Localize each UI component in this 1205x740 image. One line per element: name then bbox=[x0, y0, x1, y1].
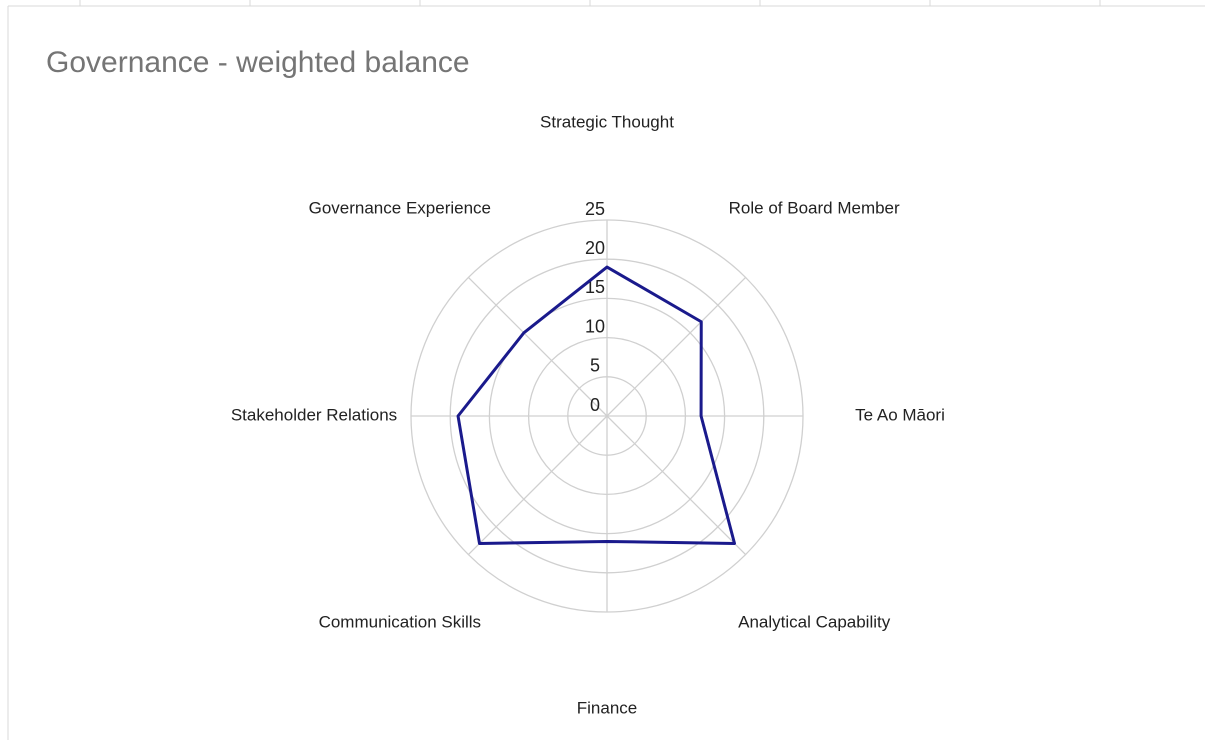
category-label: Role of Board Member bbox=[729, 198, 900, 217]
r-tick-label: 25 bbox=[585, 199, 605, 219]
spoke bbox=[467, 415, 608, 556]
r-tick-label: 5 bbox=[590, 356, 600, 376]
r-tick-label: 20 bbox=[585, 238, 605, 258]
category-label: Finance bbox=[577, 698, 637, 717]
category-label: Analytical Capability bbox=[738, 613, 891, 632]
spoke bbox=[606, 276, 747, 417]
chart-title: Governance - weighted balance bbox=[46, 46, 470, 79]
category-label: Governance Experience bbox=[309, 198, 491, 217]
spoke bbox=[467, 276, 608, 417]
sheet-grid bbox=[7, 0, 1205, 740]
r-tick-label: 0 bbox=[590, 395, 600, 415]
category-label: Te Ao Māori bbox=[855, 405, 945, 424]
series-line bbox=[456, 265, 737, 546]
spoke bbox=[606, 415, 747, 556]
category-label: Strategic Thought bbox=[540, 112, 674, 131]
category-label: Communication Skills bbox=[319, 613, 482, 632]
r-tick-label: 15 bbox=[585, 277, 605, 297]
r-tick-label: 10 bbox=[585, 316, 605, 336]
category-label: Stakeholder Relations bbox=[231, 405, 397, 424]
